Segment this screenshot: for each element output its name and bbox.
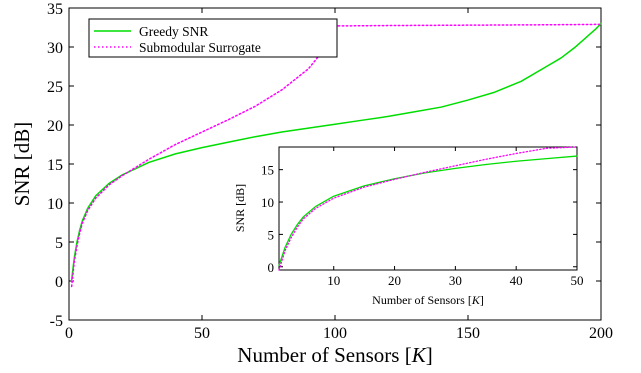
main-y-tick-label: -5 <box>50 313 63 330</box>
inset-x-axis-label-variable: K <box>471 293 481 307</box>
inset-axis-ticks: 10 20 30 40 50 0 5 10 15 <box>261 147 584 288</box>
main-x-tick-label: 150 <box>456 325 480 342</box>
main-y-tick-label: 5 <box>55 235 63 252</box>
inset-x-tick-label: 20 <box>388 273 401 288</box>
inset-y-tick-label: 0 <box>268 260 275 275</box>
legend-label-greedy: Greedy SNR <box>139 24 208 39</box>
inset-x-axis-label: Number of Sensors [K] <box>372 293 484 307</box>
inset-series-lines <box>278 146 578 271</box>
main-x-axis-label: Number of Sensors [K] <box>237 343 432 367</box>
inset-y-tick-label: 10 <box>261 195 274 210</box>
inset-chart: 10 20 30 40 50 0 5 10 15 SNR [dB] Number of Sens… <box>233 146 584 307</box>
main-y-tick-label: 20 <box>47 118 63 135</box>
inset-series-line-1 <box>278 146 578 271</box>
inset-series-line-0 <box>278 155 578 267</box>
inset-y-tick-label: 5 <box>268 227 275 242</box>
main-y-tick-label: 15 <box>47 157 63 174</box>
legend-box <box>88 18 338 58</box>
main-y-tick-label: 0 <box>55 274 63 291</box>
inset-x-tick-label: 10 <box>327 273 340 288</box>
main-x-tick-label: 0 <box>65 325 73 342</box>
legend: Greedy SNR Submodular Surrogate <box>88 18 338 58</box>
main-x-tick-label: 50 <box>194 325 210 342</box>
inset-y-axis-label: SNR [dB] <box>233 184 247 232</box>
main-y-tick-label: 10 <box>47 196 63 213</box>
main-series-line-0 <box>70 22 602 281</box>
inset-y-tick-label: 15 <box>261 163 274 178</box>
main-series-lines <box>70 22 602 288</box>
main-y-tick-label: 30 <box>47 40 63 57</box>
main-x-tick-label: 200 <box>589 325 613 342</box>
main-x-axis-label-text: Number of Sensors <box>237 343 404 367</box>
legend-label-surrogate: Submodular Surrogate <box>139 40 261 55</box>
main-x-axis-label-variable: K <box>411 343 427 367</box>
inset-x-tick-label: 50 <box>571 273 584 288</box>
main-y-axis-label: SNR [dB] <box>10 122 34 207</box>
main-x-tick-label: 100 <box>323 325 347 342</box>
main-y-tick-label: 25 <box>47 79 63 96</box>
main-series-line-1 <box>70 23 602 288</box>
inset-x-tick-label: 30 <box>449 273 462 288</box>
inset-x-tick-label: 40 <box>510 273 523 288</box>
inset-x-axis-label-text: Number of Sensors <box>372 293 468 307</box>
inset-plot-frame <box>278 146 578 271</box>
main-y-tick-label: 35 <box>47 1 63 18</box>
